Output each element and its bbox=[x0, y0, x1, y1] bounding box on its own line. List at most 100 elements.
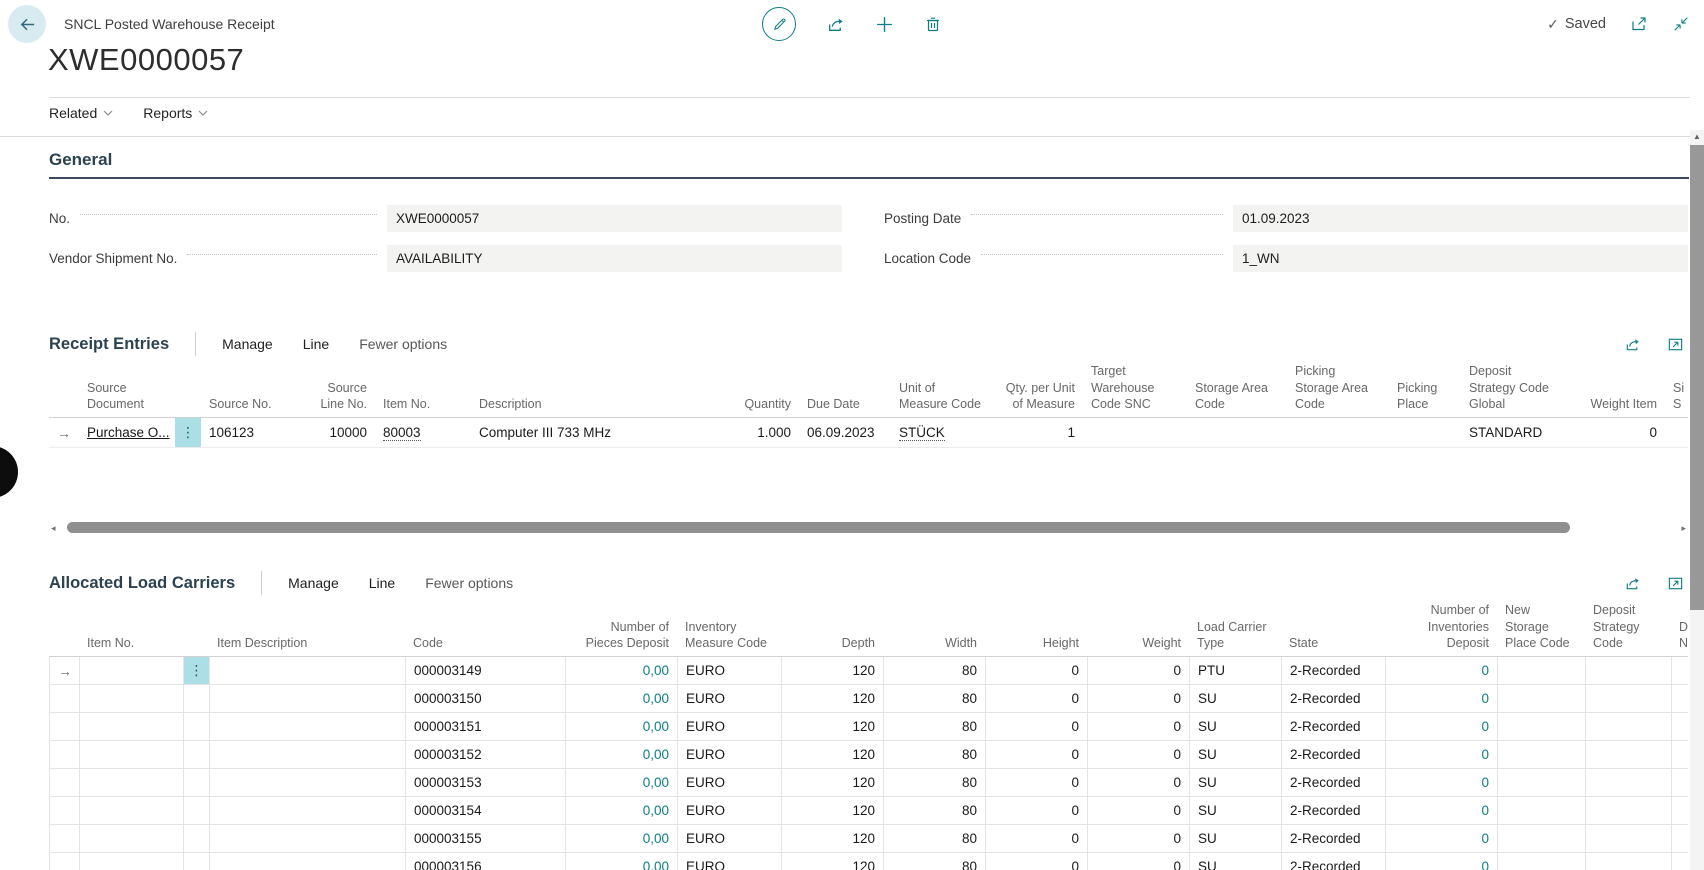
open-in-new-window-button[interactable] bbox=[1630, 15, 1648, 33]
fewer-options-button[interactable]: Fewer options bbox=[359, 336, 447, 352]
table-row[interactable]: 0000031540,00EURO1208000SU2-Recorded0 bbox=[49, 797, 1688, 825]
column-header-qty_per_unit_of_measure[interactable]: Qty. per Unit of Measure bbox=[995, 380, 1083, 413]
column-header-quantity[interactable]: Quantity bbox=[731, 396, 799, 412]
cell-number_of_pieces_deposit[interactable]: 0,00 bbox=[566, 825, 678, 852]
column-header-weight_item[interactable]: Weight Item bbox=[1559, 396, 1665, 412]
cell-number_of_pieces_deposit[interactable]: 0,00 bbox=[566, 741, 678, 768]
cell-number_of_pieces_deposit[interactable]: 0,00 bbox=[566, 713, 678, 740]
table-row[interactable]: →Purchase O...⋮1061231000080003Computer … bbox=[49, 418, 1688, 448]
horizontal-scroll-thumb[interactable] bbox=[67, 522, 1570, 533]
share-button[interactable] bbox=[826, 15, 845, 34]
cell-number_of_inventories_deposit[interactable]: 0 bbox=[1386, 713, 1498, 740]
column-header-deposit_strategy_code_global[interactable]: Deposit Strategy Code Global bbox=[1461, 363, 1559, 412]
column-header-picking_place[interactable]: Picking Place bbox=[1389, 380, 1461, 413]
line-button[interactable]: Line bbox=[303, 336, 329, 352]
cell-number_of_inventories_deposit[interactable]: 0 bbox=[1386, 825, 1498, 852]
cell-width: 80 bbox=[884, 713, 986, 740]
grid-share-button[interactable] bbox=[1624, 575, 1641, 592]
vertical-scroll-thumb[interactable] bbox=[1690, 145, 1704, 610]
cell-weight: 0 bbox=[1088, 657, 1190, 684]
column-header-unit_of_measure_code[interactable]: Unit of Measure Code bbox=[891, 380, 995, 413]
cell-source_document[interactable]: Purchase O... bbox=[79, 418, 175, 447]
cell-deposit_strategy_code_global: STANDARD bbox=[1461, 418, 1559, 447]
column-header-state[interactable]: State bbox=[1281, 635, 1385, 651]
scroll-right-icon[interactable]: ▸ bbox=[1681, 523, 1686, 534]
column-header-source_no[interactable]: Source No. bbox=[201, 396, 297, 412]
dotted-leader bbox=[971, 214, 1223, 215]
column-header-due_date[interactable]: Due Date bbox=[799, 396, 891, 412]
table-row[interactable]: 0000031520,00EURO1208000SU2-Recorded0 bbox=[49, 741, 1688, 769]
cell-height: 0 bbox=[986, 657, 1088, 684]
scroll-up-icon[interactable]: ▲ bbox=[1690, 132, 1704, 141]
manage-button[interactable]: Manage bbox=[288, 575, 339, 591]
cell-number_of_pieces_deposit[interactable]: 0,00 bbox=[566, 657, 678, 684]
field-vendor-shipment-no-value[interactable]: AVAILABILITY bbox=[387, 245, 842, 272]
new-button[interactable] bbox=[875, 15, 894, 34]
collapse-button[interactable] bbox=[1672, 15, 1690, 33]
cell-number_of_pieces_deposit[interactable]: 0,00 bbox=[566, 797, 678, 824]
delete-button[interactable] bbox=[924, 15, 942, 33]
cell-number_of_inventories_deposit[interactable]: 0 bbox=[1386, 685, 1498, 712]
column-header-height[interactable]: Height bbox=[985, 635, 1087, 651]
cell-item_no[interactable]: 80003 bbox=[375, 418, 471, 447]
save-status-label: Saved bbox=[1565, 16, 1606, 32]
horizontal-scrollbar[interactable]: ◂ ▸ bbox=[49, 522, 1688, 535]
column-header-width[interactable]: Width bbox=[883, 635, 985, 651]
field-posting-date-value[interactable]: 01.09.2023 bbox=[1233, 205, 1688, 232]
back-button[interactable] bbox=[8, 5, 46, 43]
column-header-description[interactable]: Description bbox=[471, 396, 731, 412]
cell-number_of_pieces_deposit[interactable]: 0,00 bbox=[566, 853, 678, 870]
row-menu-button[interactable]: ⋮ bbox=[184, 657, 210, 684]
menu-related[interactable]: Related bbox=[49, 105, 113, 121]
column-header-item_description[interactable]: Item Description bbox=[209, 635, 405, 651]
scroll-left-icon[interactable]: ◂ bbox=[51, 523, 56, 534]
focus-mode-button[interactable] bbox=[1667, 575, 1684, 592]
cell-number_of_inventories_deposit[interactable]: 0 bbox=[1386, 769, 1498, 796]
cell-load_carrier_type: PTU bbox=[1190, 657, 1282, 684]
column-header-source_line_no[interactable]: Source Line No. bbox=[297, 380, 375, 413]
row-menu-button[interactable]: ⋮ bbox=[175, 418, 201, 447]
column-header-new_storage_place_code[interactable]: New Storage Place Code bbox=[1497, 602, 1585, 651]
column-header-storage_area_code[interactable]: Storage Area Code bbox=[1187, 380, 1287, 413]
table-row[interactable]: 0000031550,00EURO1208000SU2-Recorded0 bbox=[49, 825, 1688, 853]
grid-share-button[interactable] bbox=[1624, 336, 1641, 353]
cell-number_of_inventories_deposit[interactable]: 0 bbox=[1386, 797, 1498, 824]
table-row[interactable]: 0000031500,00EURO1208000SU2-Recorded0 bbox=[49, 685, 1688, 713]
column-header-load_carrier_type[interactable]: Load Carrier Type bbox=[1189, 619, 1281, 652]
column-header-code[interactable]: Code bbox=[405, 635, 565, 651]
column-header-item_no[interactable]: Item No. bbox=[375, 396, 471, 412]
column-header-number_of_pieces_deposit[interactable]: Number of Pieces Deposit bbox=[565, 619, 677, 652]
column-header-item_no[interactable]: Item No. bbox=[79, 635, 183, 651]
vertical-scrollbar[interactable]: ▲ bbox=[1690, 130, 1704, 870]
line-button[interactable]: Line bbox=[369, 575, 395, 591]
table-row[interactable]: 0000031510,00EURO1208000SU2-Recorded0 bbox=[49, 713, 1688, 741]
menu-reports[interactable]: Reports bbox=[143, 105, 208, 121]
column-header-inventory_measure_code[interactable]: Inventory Measure Code bbox=[677, 619, 781, 652]
column-header-depth[interactable]: Depth bbox=[781, 635, 883, 651]
cell-unit_of_measure_code[interactable]: STÜCK bbox=[891, 418, 995, 447]
fewer-options-button[interactable]: Fewer options bbox=[425, 575, 513, 591]
table-row[interactable]: 0000031560,00EURO1208000SU2-Recorded0 bbox=[49, 853, 1688, 870]
column-header-d_n[interactable]: D N bbox=[1671, 619, 1688, 652]
table-row[interactable]: →⋮0000031490,00EURO1208000PTU2-Recorded0 bbox=[49, 657, 1688, 685]
column-header-si[interactable]: Si S bbox=[1665, 380, 1688, 413]
cell-number_of_inventories_deposit[interactable]: 0 bbox=[1386, 741, 1498, 768]
column-header-picking_storage_area_code[interactable]: Picking Storage Area Code bbox=[1287, 363, 1389, 412]
column-header-number_of_inventories_deposit[interactable]: Number of Inventories Deposit bbox=[1385, 602, 1497, 651]
cell-number_of_inventories_deposit[interactable]: 0 bbox=[1386, 853, 1498, 870]
edit-button[interactable] bbox=[762, 7, 796, 41]
focus-mode-button[interactable] bbox=[1667, 336, 1684, 353]
cell-d_n bbox=[1672, 825, 1688, 852]
manage-button[interactable]: Manage bbox=[222, 336, 273, 352]
column-header-target_warehouse_code_snc[interactable]: Target Warehouse Code SNC bbox=[1083, 363, 1187, 412]
column-header-weight[interactable]: Weight bbox=[1087, 635, 1189, 651]
cell-number_of_pieces_deposit[interactable]: 0,00 bbox=[566, 769, 678, 796]
field-location-code-value[interactable]: 1_WN bbox=[1233, 245, 1688, 272]
cell-deposit_strategy_code bbox=[1586, 713, 1672, 740]
table-row[interactable]: 0000031530,00EURO1208000SU2-Recorded0 bbox=[49, 769, 1688, 797]
cell-number_of_pieces_deposit[interactable]: 0,00 bbox=[566, 685, 678, 712]
column-header-deposit_strategy_code[interactable]: Deposit Strategy Code bbox=[1585, 602, 1671, 651]
field-no-value[interactable]: XWE0000057 bbox=[387, 205, 842, 232]
column-header-source_document[interactable]: Source Document bbox=[79, 380, 175, 413]
cell-number_of_inventories_deposit[interactable]: 0 bbox=[1386, 657, 1498, 684]
